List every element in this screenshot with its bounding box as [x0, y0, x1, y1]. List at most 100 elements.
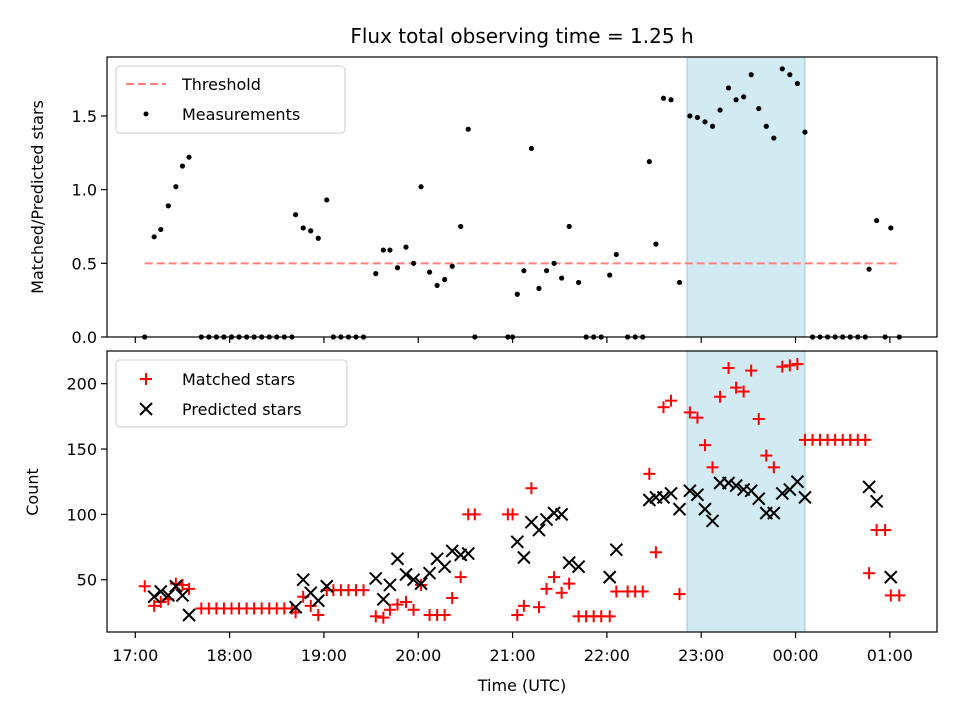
matched-star-point [879, 524, 892, 537]
matched-star-point [312, 609, 325, 622]
top-y-tick-label: 0.5 [72, 254, 97, 273]
bottom-legend-box [115, 359, 348, 428]
predicted-star-point [182, 608, 196, 622]
measurement-point [543, 268, 550, 274]
predicted-star-point [790, 474, 805, 489]
measurement-point [373, 271, 379, 277]
top-highlight-band [686, 56, 806, 338]
measurements-legend-label: Measurements [182, 105, 300, 124]
predicted-star-point [288, 600, 303, 614]
measurement-point [613, 251, 619, 258]
measurement-point [308, 228, 314, 234]
matched-star-point [610, 585, 623, 598]
matched-star-point [532, 601, 545, 614]
predicted-star-point [690, 488, 705, 502]
predicted-star-point [609, 542, 624, 557]
matched-star-point [148, 599, 161, 612]
measurement-point [566, 223, 572, 230]
measurement-point [300, 225, 306, 231]
bottom-plot-frame [106, 350, 938, 633]
bottom-legend: Matched stars Predicted stars [115, 359, 348, 428]
measurement-point [158, 226, 164, 233]
predicted-star-point [729, 478, 743, 493]
matched-star-point [446, 592, 459, 605]
measurement-point [536, 285, 542, 291]
predicted-star-point [869, 494, 884, 509]
predicted-star-point [683, 484, 697, 498]
bottom-y-tick-label: 200 [66, 375, 97, 394]
x-tick-label: 20:00 [395, 646, 441, 665]
x-tick-label: 17:00 [112, 646, 158, 665]
matched-star-point [636, 585, 649, 598]
predicted-star-point [399, 567, 413, 582]
predicted-star-point [672, 502, 687, 516]
predicted-star-point [154, 584, 168, 599]
measurement-point [771, 135, 777, 141]
measurement-point [418, 184, 424, 190]
predicted-star-point [656, 490, 671, 505]
predicted-star-point [862, 480, 876, 494]
measurement-point [186, 154, 192, 160]
measurement-point [387, 247, 393, 253]
predicted-star-point [445, 544, 459, 558]
x-tick-label: 01:00 [867, 646, 913, 665]
predicted-star-point [571, 559, 586, 574]
measurement-point [676, 279, 683, 286]
matched-star-point [517, 599, 530, 612]
matched-star-point [745, 364, 758, 377]
measurement-point [324, 197, 330, 203]
matched-star-point [643, 467, 656, 480]
matched-star-point [706, 461, 719, 474]
predicted-legend-swatch [139, 402, 153, 416]
matched-star-point [698, 439, 711, 452]
predicted-star-point [311, 593, 325, 608]
top-legend-box [115, 65, 346, 134]
matched-star-point [548, 571, 561, 584]
predicted-star-point [767, 506, 781, 520]
measurement-point [465, 126, 471, 132]
measurement-point [458, 223, 464, 230]
measurement-point [293, 212, 299, 218]
matched-star-point [138, 580, 151, 593]
predicted-star-point [721, 476, 736, 490]
matched-star-point [665, 394, 678, 407]
top-legend: Threshold Measurements [115, 65, 346, 134]
predicted-star-point [390, 552, 405, 566]
top-panel: 0.0 0.5 1.0 1.5 Flux total observing time =… [28, 24, 938, 347]
predicted-star-point [169, 579, 183, 593]
bottom-y-tick-label: 150 [66, 440, 97, 459]
predicted-star-point [554, 507, 569, 522]
matched-star-point [683, 406, 696, 419]
predicted-star-point [752, 491, 766, 506]
measurement-point [794, 80, 801, 87]
x-tick-label: 19:00 [301, 646, 347, 665]
measurement-point [442, 276, 448, 283]
matched-star-point [183, 582, 196, 595]
matched-star-point [399, 595, 412, 608]
measurement-point [434, 282, 440, 289]
top-y-tick-label: 0.0 [72, 328, 97, 347]
predicted-star-point [798, 490, 812, 505]
measurement-point [787, 72, 793, 78]
top-y-tick-label: 1.5 [72, 107, 97, 126]
measurement-point [668, 97, 674, 103]
matched-star-point [691, 411, 704, 424]
matched-star-point [391, 598, 404, 611]
measurement-point [748, 72, 754, 78]
predicted-legend-label: Predicted stars [182, 400, 302, 419]
predicted-star-point [705, 514, 720, 528]
matched-star-point [511, 609, 524, 622]
matched-star-point [722, 361, 735, 374]
predicted-star-point [517, 550, 531, 565]
predicted-star-point [414, 576, 428, 591]
measurement-point [779, 66, 785, 72]
matched-star-point [673, 588, 686, 601]
measurement-point [709, 123, 716, 129]
matched-star-point [783, 359, 796, 372]
matched-star-point [304, 599, 317, 612]
predicted-star-point [422, 566, 437, 580]
measurement-point [514, 291, 520, 297]
matched-star-point [383, 603, 396, 616]
x-tick-label: 23:00 [678, 646, 724, 665]
